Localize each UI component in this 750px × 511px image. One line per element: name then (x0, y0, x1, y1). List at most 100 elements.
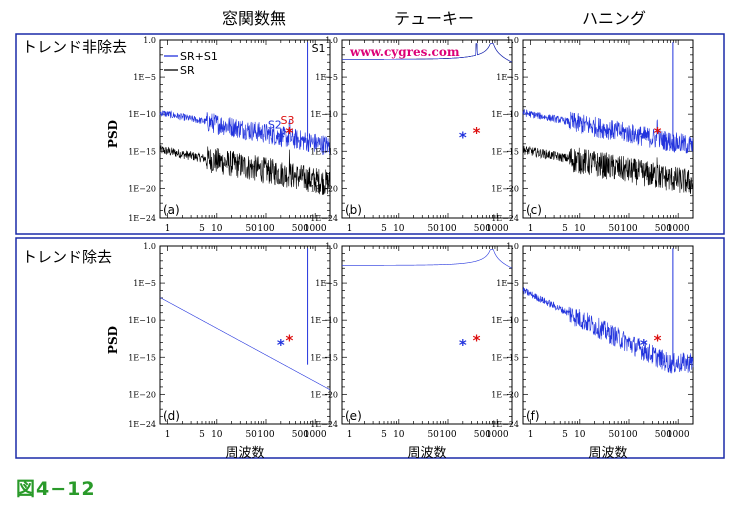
panel-label: (e) (345, 409, 362, 423)
marker-S2: * (459, 336, 467, 354)
series-SR+S1 (342, 249, 513, 269)
row-label: トレンド除去 (22, 248, 112, 266)
x-tick-label: 5 (562, 430, 568, 440)
y-tick-label: 1E−20 (310, 184, 338, 193)
x-tick-label: 1 (165, 224, 171, 234)
series-SR+S1 (342, 43, 513, 63)
y-tick-label: 1.0 (143, 36, 156, 45)
x-tick-label: 1 (528, 224, 534, 234)
column-title: 窓関数無 (222, 9, 286, 28)
plot-frame (341, 245, 513, 425)
x-tick-label: 5 (381, 430, 387, 440)
y-tick-label: 1E−15 (128, 147, 156, 156)
y-tick-label: 1E−10 (491, 110, 519, 119)
y-tick-label: 1E−24 (310, 214, 338, 223)
plot-frame (522, 245, 694, 425)
x-tick-label: 50 (427, 224, 439, 234)
annotation-S3: S3 (280, 114, 294, 127)
x-axis-title: 周波数 (225, 446, 264, 461)
plot-frame (341, 39, 513, 219)
x-tick-label: 1000 (667, 224, 690, 234)
legend-item: SR+S1 (180, 50, 218, 63)
x-tick-label: 5 (199, 430, 205, 440)
y-tick-label: 1.0 (143, 242, 156, 251)
annotation-S2: S2 (268, 118, 282, 131)
y-tick-label: 1E−20 (128, 390, 156, 399)
x-axis-title: 周波数 (588, 446, 627, 461)
x-tick-label: 1 (347, 430, 353, 440)
y-tick-label: 1E−10 (491, 316, 519, 325)
x-tick-label: 100 (257, 224, 274, 234)
x-tick-label: 500 (292, 224, 309, 234)
y-tick-label: 1E−20 (128, 184, 156, 193)
y-axis-title: PSD (106, 120, 120, 148)
x-tick-label: 100 (439, 430, 456, 440)
column-title: テューキー (394, 9, 474, 28)
series-SR+S1 (522, 287, 694, 374)
marker-S3: * (473, 124, 481, 142)
marker-S3: * (286, 124, 294, 142)
x-tick-label: 5 (381, 224, 387, 234)
x-tick-label: 100 (620, 224, 637, 234)
x-tick-label: 500 (655, 224, 672, 234)
series-SR (522, 145, 694, 195)
series-SR (159, 145, 331, 195)
x-tick-label: 1 (347, 224, 353, 234)
series-SR+S1 (159, 297, 331, 391)
marker-S3: * (473, 331, 481, 349)
x-tick-label: 5 (562, 224, 568, 234)
y-tick-label: 1E−10 (310, 316, 338, 325)
y-tick-label: 1E−5 (315, 279, 338, 288)
marker-S2: * (640, 128, 648, 146)
y-tick-label: 1E−24 (310, 420, 338, 429)
y-tick-label: 1E−20 (310, 390, 338, 399)
figure-caption: 図4−12 (16, 478, 96, 500)
y-tick-label: 1E−24 (491, 420, 519, 429)
y-tick-label: 1E−20 (491, 184, 519, 193)
y-tick-label: 1.0 (506, 36, 519, 45)
legend-item: SR (180, 64, 195, 77)
y-tick-label: 1E−24 (128, 214, 156, 223)
y-axis-title: PSD (106, 326, 120, 354)
x-tick-label: 10 (211, 224, 223, 234)
row-frame-bottom (15, 237, 725, 459)
x-tick-label: 100 (257, 430, 274, 440)
y-tick-label: 1E−5 (496, 279, 519, 288)
x-tick-label: 1000 (667, 430, 690, 440)
x-tick-label: 50 (427, 430, 439, 440)
x-tick-label: 500 (292, 430, 309, 440)
y-tick-label: 1E−24 (491, 214, 519, 223)
x-tick-label: 1000 (486, 224, 509, 234)
watermark: www.cygres.com (349, 45, 460, 59)
x-tick-label: 1000 (486, 430, 509, 440)
x-tick-label: 1 (165, 430, 171, 440)
x-tick-label: 10 (574, 224, 586, 234)
x-tick-label: 1000 (304, 430, 327, 440)
marker-S2: * (640, 336, 648, 354)
y-tick-label: 1E−24 (128, 420, 156, 429)
y-tick-label: 1E−15 (491, 147, 519, 156)
marker-S3: * (286, 331, 294, 349)
panel-label: (b) (345, 203, 362, 217)
marker-S2: * (277, 336, 285, 354)
x-tick-label: 50 (245, 224, 257, 234)
y-tick-label: 1E−5 (133, 73, 156, 82)
y-tick-label: 1E−10 (128, 316, 156, 325)
plot-frame (159, 245, 331, 425)
annotation-S1: S1 (312, 42, 326, 55)
y-tick-label: 1E−5 (496, 73, 519, 82)
y-tick-label: 1E−5 (315, 73, 338, 82)
y-tick-label: 1E−15 (128, 353, 156, 362)
y-tick-label: 1.0 (506, 242, 519, 251)
y-tick-label: 1E−20 (491, 390, 519, 399)
x-tick-label: 10 (393, 224, 405, 234)
panel-label: (f) (526, 409, 540, 423)
marker-S3: * (654, 331, 662, 349)
x-tick-label: 50 (608, 224, 620, 234)
y-tick-label: 1.0 (325, 242, 338, 251)
x-tick-label: 100 (620, 430, 637, 440)
